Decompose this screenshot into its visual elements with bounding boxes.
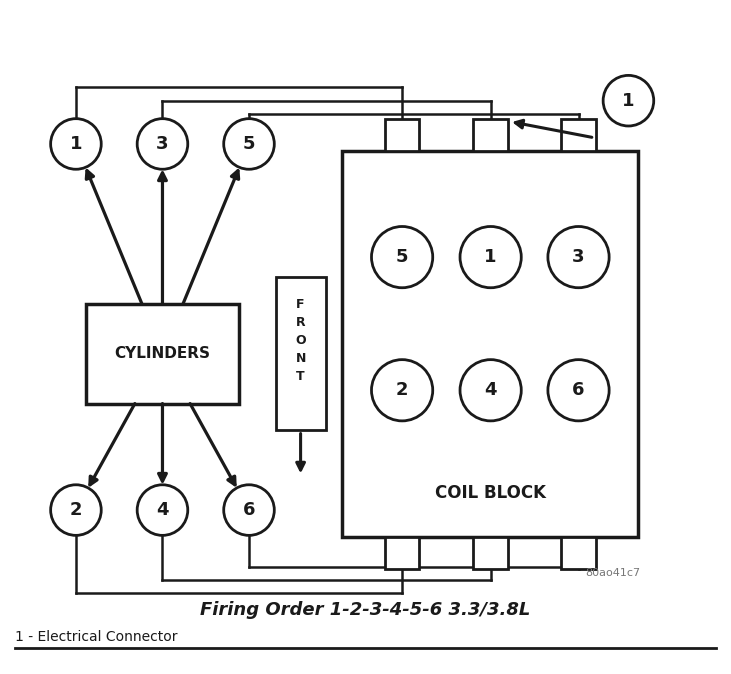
Text: 1: 1 [485, 248, 497, 266]
Text: 3: 3 [156, 135, 169, 153]
Circle shape [371, 226, 433, 288]
FancyBboxPatch shape [561, 537, 596, 569]
Circle shape [460, 360, 521, 421]
FancyBboxPatch shape [276, 277, 325, 430]
Circle shape [224, 485, 274, 535]
Circle shape [50, 485, 101, 535]
Text: 6: 6 [243, 501, 255, 519]
Circle shape [548, 360, 609, 421]
Text: 1: 1 [622, 92, 635, 110]
FancyBboxPatch shape [342, 150, 638, 537]
Text: F
R
O
N
T: F R O N T [295, 298, 306, 383]
Circle shape [603, 75, 654, 126]
Text: 1: 1 [69, 135, 82, 153]
FancyBboxPatch shape [561, 119, 596, 150]
Text: 2: 2 [396, 381, 409, 399]
Text: Firing Order 1-2-3-4-5-6 3.3/3.8L: Firing Order 1-2-3-4-5-6 3.3/3.8L [200, 601, 531, 619]
Text: COIL BLOCK: COIL BLOCK [435, 485, 546, 502]
FancyBboxPatch shape [474, 119, 508, 150]
Text: 1 - Electrical Connector: 1 - Electrical Connector [15, 630, 177, 644]
Text: 5: 5 [396, 248, 409, 266]
Text: 6: 6 [572, 381, 585, 399]
FancyBboxPatch shape [385, 119, 420, 150]
FancyBboxPatch shape [86, 304, 239, 404]
FancyBboxPatch shape [385, 537, 420, 569]
Text: 3: 3 [572, 248, 585, 266]
FancyBboxPatch shape [474, 537, 508, 569]
Circle shape [224, 119, 274, 169]
Text: 4: 4 [156, 501, 169, 519]
Circle shape [460, 226, 521, 288]
Text: 80ao41c7: 80ao41c7 [586, 568, 640, 578]
Circle shape [137, 485, 188, 535]
Text: 2: 2 [69, 501, 82, 519]
Circle shape [548, 226, 609, 288]
Circle shape [137, 119, 188, 169]
Circle shape [50, 119, 101, 169]
Text: 5: 5 [243, 135, 255, 153]
Text: 4: 4 [485, 381, 497, 399]
Circle shape [371, 360, 433, 421]
Text: CYLINDERS: CYLINDERS [115, 346, 211, 361]
